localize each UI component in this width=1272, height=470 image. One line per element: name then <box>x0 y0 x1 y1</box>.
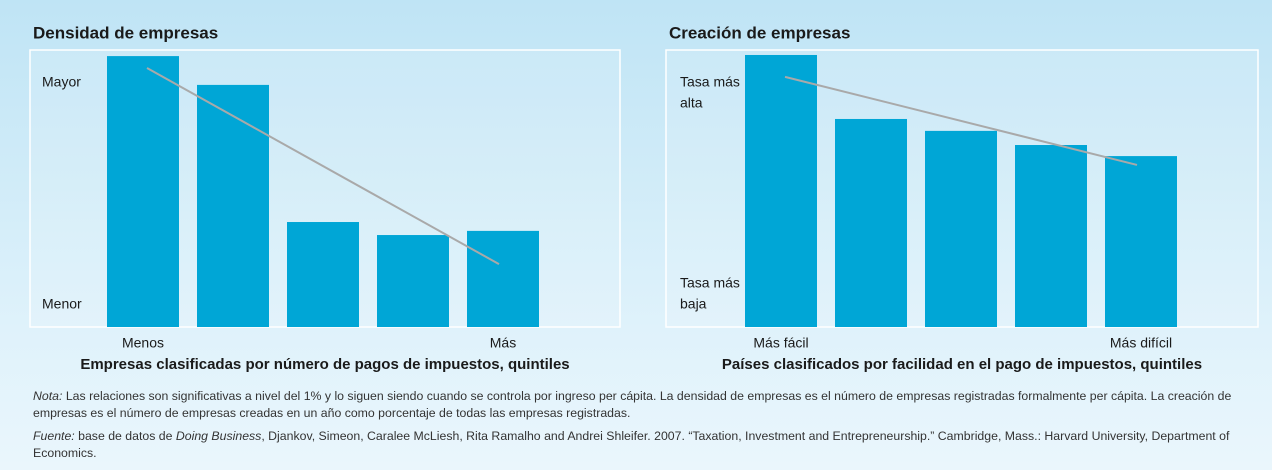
source-text: , Djankov, Simeon, Caralee McLiesh, Rita… <box>33 429 1230 460</box>
x-tick-label: Más fácil <box>753 335 808 351</box>
charts: Densidad de empresas Mayor Menor Menos Más Em… <box>33 23 1203 373</box>
note-text: Las relaciones son significativas a nive… <box>33 389 1232 420</box>
source-text: base de datos de <box>74 429 176 443</box>
bar <box>287 222 359 327</box>
source-label: Fuente: <box>33 429 75 443</box>
bar <box>107 56 179 328</box>
x-tick-label: Más difícil <box>1110 335 1172 351</box>
y-top-label: alta <box>680 95 703 111</box>
bar <box>197 84 269 327</box>
bar <box>377 235 449 327</box>
x-tick-label: Menos <box>122 335 164 351</box>
trend-line <box>146 67 500 265</box>
source: Fuente: base de datos de Doing Business,… <box>33 428 1271 462</box>
y-bottom-label: Menor <box>42 296 82 312</box>
x-axis-label: Países clasificados por facilidad en el … <box>722 356 1202 373</box>
bar <box>925 130 997 327</box>
notes: Nota: Las relaciones son significativas … <box>33 388 1271 468</box>
chart-title: Densidad de empresas <box>33 23 218 42</box>
bar <box>1015 145 1087 327</box>
y-bottom-label: baja <box>680 296 707 312</box>
chart-title: Creación de empresas <box>669 23 850 42</box>
bar <box>1105 156 1177 327</box>
note-label: Nota: <box>33 389 63 403</box>
source-italic: Doing Business <box>175 429 262 443</box>
bar <box>745 54 817 328</box>
y-top-label: Tasa más <box>680 74 740 90</box>
y-bottom-label: Tasa más <box>680 275 740 291</box>
bar <box>835 118 907 328</box>
trend-line <box>784 75 1138 166</box>
y-top-label: Mayor <box>42 74 81 90</box>
note: Nota: Las relaciones son significativas … <box>33 388 1271 422</box>
x-axis-label: Empresas clasificadas por número de pago… <box>80 356 569 373</box>
x-tick-label: Más <box>490 335 516 351</box>
bar <box>467 230 539 327</box>
